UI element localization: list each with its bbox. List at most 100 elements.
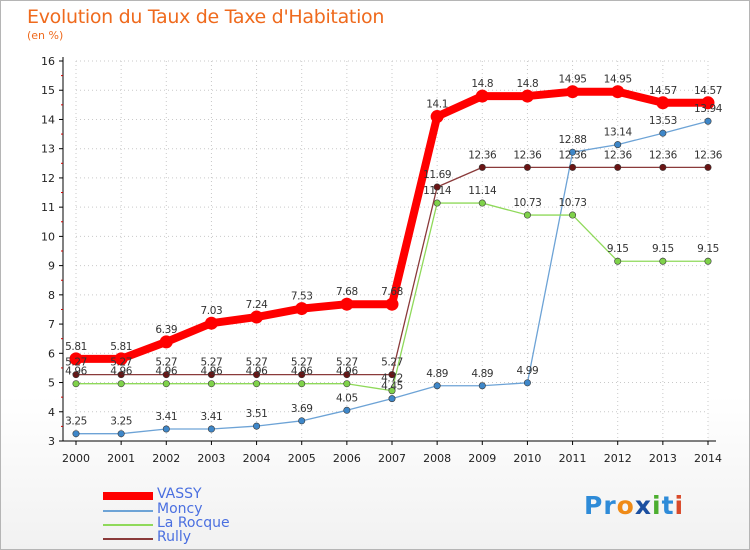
- point-la-rocque: [162, 380, 170, 388]
- point-vassy: [701, 96, 715, 110]
- data-label-la-rocque: 4.96: [246, 366, 268, 378]
- point-la-rocque: [117, 380, 125, 388]
- data-label-vassy: 7.03: [201, 305, 223, 317]
- x-tick-label: 2004: [243, 452, 271, 465]
- data-label-moncy: 4.99: [517, 365, 539, 377]
- data-label-la-rocque: 10.73: [559, 197, 587, 209]
- logo-letter: P: [584, 491, 604, 520]
- data-label-rully: 5.27: [201, 357, 223, 369]
- data-label-la-rocque: 11.14: [423, 185, 452, 197]
- point-vassy: [114, 352, 128, 366]
- data-label-moncy: 13.14: [604, 127, 633, 139]
- legend-label-moncy: Moncy: [157, 501, 203, 517]
- point-moncy: [478, 382, 486, 390]
- data-label-la-rocque: 4.72: [381, 373, 403, 385]
- point-vassy: [520, 89, 534, 103]
- y-tick-label: 15: [41, 84, 55, 97]
- point-la-rocque: [569, 211, 577, 219]
- chart-subtitle: (en %): [27, 29, 64, 42]
- data-label-moncy: 3.41: [201, 411, 223, 423]
- data-label-rully: 12.36: [513, 149, 542, 161]
- x-tick-label: 2003: [197, 452, 225, 465]
- point-rully: [704, 163, 712, 171]
- data-label-rully: 5.27: [246, 357, 268, 369]
- point-rully: [388, 371, 396, 379]
- point-rully: [72, 371, 80, 379]
- point-rully: [343, 371, 351, 379]
- y-tick-label: 14: [41, 113, 55, 126]
- data-label-vassy: 14.57: [694, 85, 722, 97]
- data-label-vassy: 14.95: [559, 74, 587, 86]
- data-label-rully: 5.27: [381, 357, 403, 369]
- x-tick-label: 2002: [152, 452, 180, 465]
- data-label-rully: 12.36: [694, 149, 723, 161]
- data-label-rully: 5.27: [336, 357, 358, 369]
- logo-letter: o: [616, 491, 635, 520]
- point-rully: [523, 163, 531, 171]
- data-label-rully: 12.36: [604, 149, 633, 161]
- data-label-moncy: 4.89: [471, 368, 493, 380]
- data-label-vassy: 5.81: [110, 341, 132, 353]
- point-vassy: [69, 352, 83, 366]
- legend-label-vassy: VASSY: [157, 486, 202, 502]
- point-rully: [117, 371, 125, 379]
- legend-label-rully: Rully: [157, 529, 192, 545]
- x-tick-label: 2000: [62, 452, 90, 465]
- point-moncy: [523, 379, 531, 387]
- x-tick-label: 2011: [559, 452, 587, 465]
- point-vassy: [385, 297, 399, 311]
- point-vassy: [656, 96, 670, 110]
- point-la-rocque: [72, 380, 80, 388]
- data-label-vassy: 7.53: [291, 291, 313, 303]
- point-vassy: [340, 297, 354, 311]
- proxiti-logo: Proxiti: [584, 491, 684, 520]
- data-label-rully: 5.27: [65, 357, 87, 369]
- data-label-moncy: 4.45: [381, 381, 403, 393]
- data-label-moncy: 4.89: [426, 368, 448, 380]
- y-tick-label: 13: [41, 143, 55, 156]
- point-moncy: [569, 148, 577, 156]
- data-label-moncy: 3.41: [155, 411, 177, 423]
- point-rully: [433, 183, 441, 191]
- point-la-rocque: [298, 380, 306, 388]
- y-tick-label: 8: [48, 289, 55, 302]
- data-label-la-rocque: 4.96: [291, 366, 313, 378]
- y-tick-label: 9: [48, 260, 55, 273]
- data-label-la-rocque: 11.14: [468, 185, 497, 197]
- point-la-rocque: [207, 380, 215, 388]
- data-label-la-rocque: 9.15: [697, 243, 719, 255]
- data-label-moncy: 4.05: [336, 392, 358, 404]
- data-label-moncy: 3.51: [246, 408, 268, 420]
- y-tick-label: 7: [48, 318, 55, 331]
- y-tick-label: 16: [41, 55, 55, 68]
- data-label-moncy: 3.69: [291, 403, 313, 415]
- point-vassy: [295, 302, 309, 316]
- point-moncy: [704, 117, 712, 125]
- legend-label-la-rocque: La Rocque: [157, 515, 230, 531]
- point-vassy: [611, 85, 625, 99]
- point-vassy: [250, 310, 264, 324]
- point-rully: [478, 163, 486, 171]
- data-label-rully: 5.27: [291, 357, 313, 369]
- data-label-vassy: 7.24: [246, 299, 268, 311]
- x-tick-label: 2012: [604, 452, 632, 465]
- data-label-rully: 12.36: [649, 149, 678, 161]
- y-tick-label: 10: [41, 230, 55, 243]
- data-label-vassy: 14.95: [604, 74, 632, 86]
- point-rully: [298, 371, 306, 379]
- x-tick-label: 2006: [333, 452, 361, 465]
- point-moncy: [659, 129, 667, 137]
- legend-swatch-rully: [103, 538, 153, 540]
- x-tick-label: 2008: [423, 452, 451, 465]
- y-tick-label: 11: [41, 201, 55, 214]
- data-label-moncy: 13.94: [694, 103, 723, 115]
- data-label-la-rocque: 4.96: [155, 366, 177, 378]
- y-tick-label: 4: [48, 406, 55, 419]
- x-tick-label: 2014: [694, 452, 722, 465]
- data-label-rully: 12.36: [559, 149, 588, 161]
- point-moncy: [253, 422, 261, 430]
- point-moncy: [207, 425, 215, 433]
- data-label-la-rocque: 9.15: [607, 243, 629, 255]
- logo-letter: r: [603, 491, 617, 520]
- legend-swatch-la-rocque: [103, 524, 153, 526]
